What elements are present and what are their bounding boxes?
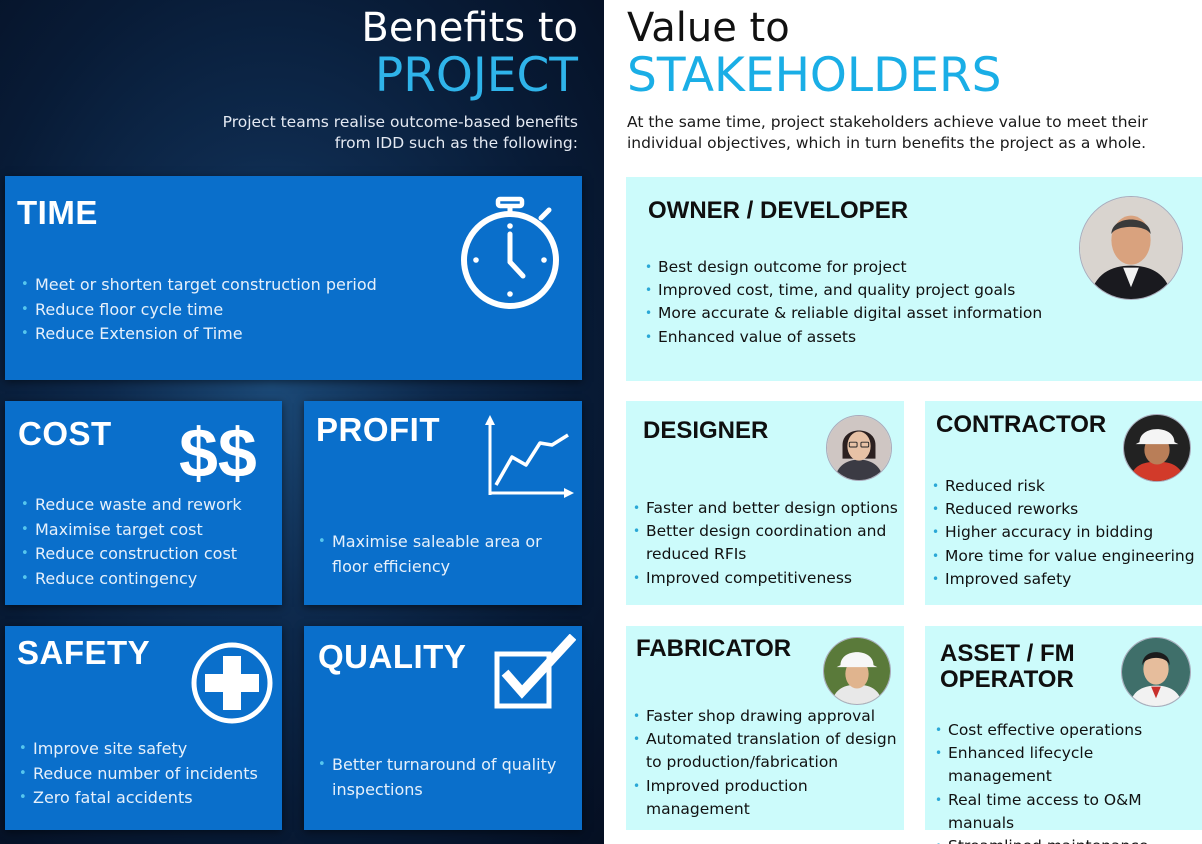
stakeholders-heading-line2: STAKEHOLDERS	[627, 48, 1002, 103]
designer-title: DESIGNER	[643, 417, 769, 444]
list-item: Streamlined maintenance regime	[935, 835, 1199, 844]
asset-fm-operator-title: ASSET / FM OPERATOR	[940, 641, 1075, 693]
asset-title-line2: OPERATOR	[940, 666, 1074, 693]
stakeholders-intro: At the same time, project stakeholders a…	[627, 112, 1148, 154]
svg-text:$$: $$	[179, 419, 257, 485]
list-item: Reduce waste and rework	[21, 493, 242, 518]
list-item: Reduce Extension of Time	[21, 322, 377, 347]
benefits-heading-line2: PROJECT	[374, 48, 578, 103]
list-item: Automated translation of design to produ…	[633, 728, 899, 774]
list-item: Maximise target cost	[21, 518, 242, 543]
contractor-bullets: Reduced risk Reduced reworks Higher accu…	[932, 475, 1198, 591]
asset-title-line1: ASSET / FM	[940, 640, 1075, 667]
cost-bullets: Reduce waste and rework Maximise target …	[21, 493, 242, 591]
designer-bullets: Faster and better design options Better …	[633, 497, 899, 590]
cost-title: COST	[18, 415, 112, 452]
list-item: Reduced reworks	[932, 498, 1198, 521]
list-item: Enhanced lifecycle management	[935, 742, 1199, 788]
designer-avatar	[826, 415, 892, 481]
dollar-signs-icon: $$	[179, 419, 257, 485]
list-item: Reduced risk	[932, 475, 1198, 498]
quality-title: QUALITY	[318, 638, 467, 675]
asset-bullets: Cost effective operations Enhanced lifec…	[935, 719, 1199, 844]
stopwatch-icon	[461, 196, 559, 309]
list-item: Zero fatal accidents	[19, 786, 258, 811]
list-item: Reduce contingency	[21, 567, 242, 592]
list-item: Faster shop drawing approval	[633, 705, 899, 728]
list-item: Maximise saleable area or floor efficien…	[318, 530, 576, 579]
list-item: Better design coordination and reduced R…	[633, 520, 899, 566]
list-item: Improved cost, time, and quality project…	[645, 279, 1042, 302]
list-item: Higher accuracy in bidding	[932, 521, 1198, 544]
time-title: TIME	[17, 194, 98, 231]
cost-card: COST $$ Reduce waste and rework Maximise…	[5, 401, 282, 605]
contractor-avatar	[1123, 414, 1191, 482]
owner-avatar	[1079, 196, 1183, 300]
benefits-heading-line1: Benefits to	[361, 5, 578, 51]
designer-box: DESIGNER Faster and better design option…	[626, 401, 904, 605]
owner-developer-title: OWNER / DEVELOPER	[648, 197, 909, 224]
benefits-header: Benefits to PROJECT Project teams realis…	[223, 6, 578, 154]
quality-card: QUALITY Better turnaround of quality ins…	[304, 626, 582, 830]
contractor-box: CONTRACTOR Reduced risk Reduced reworks …	[925, 401, 1202, 605]
fabricator-bullets: Faster shop drawing approval Automated t…	[633, 705, 899, 821]
asset-operator-avatar	[1121, 637, 1191, 707]
list-item: More accurate & reliable digital asset i…	[645, 302, 1042, 325]
profit-title: PROFIT	[316, 411, 440, 448]
list-item: Enhanced value of assets	[645, 326, 1042, 349]
fabricator-box: FABRICATOR Faster shop drawing approval …	[626, 626, 904, 830]
list-item: Cost effective operations	[935, 719, 1199, 742]
safety-card: SAFETY Improve site safety Reduce number…	[5, 626, 282, 830]
asset-fm-operator-box: ASSET / FM OPERATOR Cost effective opera…	[925, 626, 1202, 844]
checkbox-icon	[494, 634, 576, 709]
list-item: Reduce construction cost	[21, 542, 242, 567]
time-card: TIME Meet or shorten target construction…	[5, 176, 582, 380]
benefits-panel: Benefits to PROJECT Project teams realis…	[0, 0, 604, 844]
benefits-intro: Project teams realise outcome-based bene…	[223, 112, 578, 154]
safety-bullets: Improve site safety Reduce number of inc…	[19, 737, 258, 811]
plus-circle-icon	[191, 642, 273, 724]
safety-title: SAFETY	[17, 634, 151, 671]
stakeholders-intro-line1: At the same time, project stakeholders a…	[627, 113, 1148, 131]
stakeholders-intro-line2: individual objectives, which in turn ben…	[627, 134, 1147, 152]
stakeholders-heading-line1: Value to	[627, 5, 790, 51]
list-item: Improved production management	[633, 775, 899, 821]
list-item: Best design outcome for project	[645, 256, 1042, 279]
time-bullets: Meet or shorten target construction peri…	[21, 273, 377, 347]
profit-card: PROFIT Maximise saleable area or floor e…	[304, 401, 582, 605]
list-item: Improve site safety	[19, 737, 258, 762]
list-item: Reduce floor cycle time	[21, 298, 377, 323]
owner-bullets: Best design outcome for project Improved…	[645, 256, 1042, 349]
contractor-title: CONTRACTOR	[936, 411, 1107, 438]
stakeholders-header: Value to STAKEHOLDERS At the same time, …	[627, 6, 1148, 154]
benefits-intro-line1: Project teams realise outcome-based bene…	[222, 113, 578, 131]
list-item: Reduce number of incidents	[19, 762, 258, 787]
fabricator-avatar	[823, 637, 891, 705]
list-item: Meet or shorten target construction peri…	[21, 273, 377, 298]
quality-bullets: Better turnaround of quality inspections	[318, 753, 576, 802]
list-item: Improved safety	[932, 568, 1198, 591]
list-item: Better turnaround of quality inspections	[318, 753, 576, 802]
owner-developer-box: OWNER / DEVELOPER Best design outcome fo…	[626, 177, 1202, 381]
fabricator-title: FABRICATOR	[636, 635, 792, 662]
line-chart-icon	[485, 415, 574, 498]
benefits-intro-line2: from IDD such as the following:	[334, 134, 578, 152]
profit-bullets: Maximise saleable area or floor efficien…	[318, 530, 576, 579]
list-item: Real time access to O&M manuals	[935, 789, 1199, 835]
list-item: More time for value engineering	[932, 545, 1198, 568]
list-item: Faster and better design options	[633, 497, 899, 520]
list-item: Improved competitiveness	[633, 567, 899, 590]
